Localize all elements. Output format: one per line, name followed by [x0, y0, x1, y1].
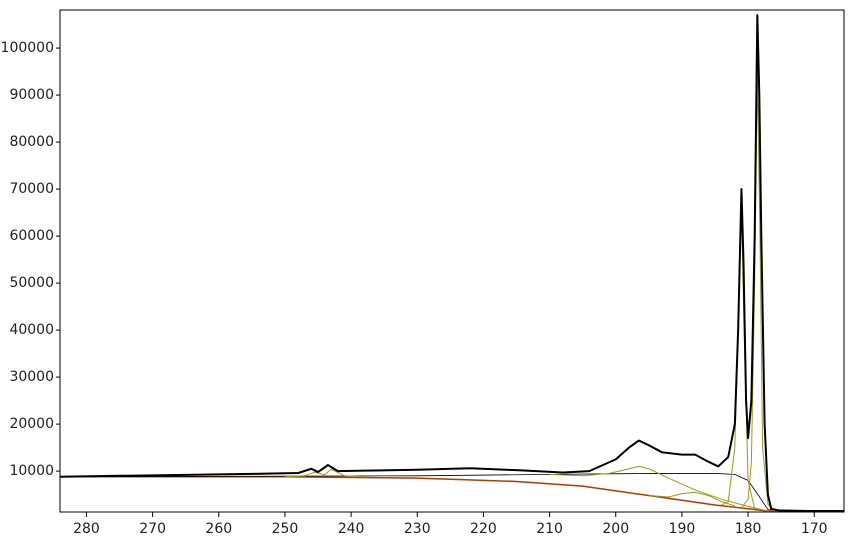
- series-line: [549, 465, 769, 512]
- x-tick-label: 170: [801, 521, 828, 537]
- x-tick-label: 220: [470, 521, 497, 537]
- x-tick-label: 230: [404, 521, 431, 537]
- y-tick-label: 70000: [9, 181, 54, 197]
- x-tick-label: 180: [735, 521, 762, 537]
- x-tick-label: 190: [669, 521, 696, 537]
- series-line: [59, 473, 845, 512]
- series-line: [284, 468, 365, 478]
- y-tick-label: 80000: [9, 134, 54, 150]
- y-tick-label: 30000: [9, 369, 54, 385]
- x-tick-label: 280: [73, 521, 100, 537]
- x-tick-label: 210: [536, 521, 563, 537]
- series-line: [648, 491, 735, 507]
- y-tick-label: 10000: [9, 463, 54, 479]
- y-tick-label: 40000: [9, 322, 54, 338]
- series-line: [60, 476, 844, 512]
- y-tick-label: 60000: [9, 228, 54, 244]
- x-tick-label: 240: [338, 521, 365, 537]
- y-tick-label: 90000: [9, 87, 54, 103]
- x-tick-label: 270: [139, 521, 166, 537]
- x-tick-label: 260: [205, 521, 232, 537]
- series-line: [741, 71, 775, 512]
- x-tick-label: 250: [272, 521, 299, 537]
- x-tick-label: 200: [602, 521, 629, 537]
- y-tick-label: 100000: [1, 40, 54, 56]
- series-line: [59, 14, 844, 513]
- plot-frame: [59, 9, 845, 513]
- y-tick-label: 50000: [9, 275, 54, 291]
- y-tick-label: 20000: [9, 416, 54, 432]
